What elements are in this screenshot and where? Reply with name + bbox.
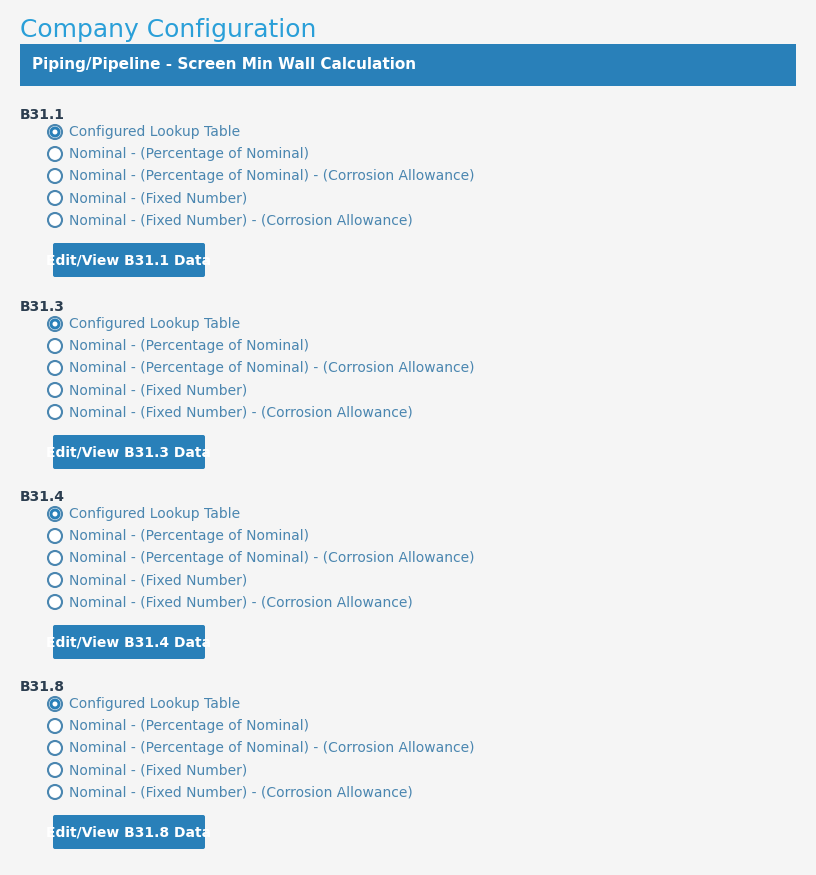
Circle shape	[48, 595, 62, 609]
Text: Nominal - (Fixed Number): Nominal - (Fixed Number)	[69, 763, 247, 777]
Text: Nominal - (Percentage of Nominal) - (Corrosion Allowance): Nominal - (Percentage of Nominal) - (Cor…	[69, 551, 474, 565]
Circle shape	[48, 405, 62, 419]
Text: Nominal - (Fixed Number) - (Corrosion Allowance): Nominal - (Fixed Number) - (Corrosion Al…	[69, 595, 413, 609]
Text: Configured Lookup Table: Configured Lookup Table	[69, 125, 240, 139]
Circle shape	[48, 383, 62, 397]
Circle shape	[50, 127, 60, 137]
Text: Piping/Pipeline - Screen Min Wall Calculation: Piping/Pipeline - Screen Min Wall Calcul…	[32, 58, 416, 73]
Circle shape	[52, 130, 57, 135]
Text: B31.1: B31.1	[20, 108, 65, 122]
Circle shape	[48, 763, 62, 777]
Circle shape	[48, 551, 62, 565]
Circle shape	[48, 697, 62, 711]
Circle shape	[48, 785, 62, 799]
Text: Nominal - (Fixed Number): Nominal - (Fixed Number)	[69, 573, 247, 587]
Circle shape	[48, 573, 62, 587]
Circle shape	[48, 361, 62, 375]
Text: B31.8: B31.8	[20, 680, 65, 694]
Text: Nominal - (Fixed Number) - (Corrosion Allowance): Nominal - (Fixed Number) - (Corrosion Al…	[69, 785, 413, 799]
Text: Nominal - (Percentage of Nominal) - (Corrosion Allowance): Nominal - (Percentage of Nominal) - (Cor…	[69, 169, 474, 183]
FancyBboxPatch shape	[53, 243, 205, 277]
Text: Nominal - (Fixed Number) - (Corrosion Allowance): Nominal - (Fixed Number) - (Corrosion Al…	[69, 405, 413, 419]
Circle shape	[52, 702, 57, 706]
Circle shape	[48, 339, 62, 353]
Text: B31.3: B31.3	[20, 300, 65, 314]
Text: Nominal - (Percentage of Nominal): Nominal - (Percentage of Nominal)	[69, 147, 309, 161]
Text: Nominal - (Percentage of Nominal) - (Corrosion Allowance): Nominal - (Percentage of Nominal) - (Cor…	[69, 741, 474, 755]
Circle shape	[48, 191, 62, 205]
Circle shape	[52, 512, 57, 516]
Text: Nominal - (Percentage of Nominal): Nominal - (Percentage of Nominal)	[69, 339, 309, 353]
Circle shape	[50, 508, 60, 520]
Circle shape	[48, 507, 62, 521]
Circle shape	[48, 125, 62, 139]
Text: Edit/View B31.8 Data: Edit/View B31.8 Data	[47, 825, 211, 839]
Circle shape	[50, 698, 60, 710]
Circle shape	[48, 741, 62, 755]
Text: B31.4: B31.4	[20, 490, 65, 504]
Text: Company Configuration: Company Configuration	[20, 18, 317, 42]
Circle shape	[48, 719, 62, 733]
Text: Edit/View B31.1 Data: Edit/View B31.1 Data	[47, 253, 211, 267]
Text: Edit/View B31.4 Data: Edit/View B31.4 Data	[47, 635, 211, 649]
Circle shape	[48, 169, 62, 183]
Circle shape	[52, 321, 57, 326]
FancyBboxPatch shape	[20, 44, 796, 86]
Text: Nominal - (Fixed Number) - (Corrosion Allowance): Nominal - (Fixed Number) - (Corrosion Al…	[69, 213, 413, 227]
FancyBboxPatch shape	[53, 815, 205, 849]
Text: Edit/View B31.3 Data: Edit/View B31.3 Data	[47, 445, 211, 459]
FancyBboxPatch shape	[53, 625, 205, 659]
Text: Configured Lookup Table: Configured Lookup Table	[69, 697, 240, 711]
Circle shape	[48, 529, 62, 543]
Circle shape	[48, 317, 62, 331]
Text: Configured Lookup Table: Configured Lookup Table	[69, 317, 240, 331]
Circle shape	[48, 213, 62, 227]
Circle shape	[50, 318, 60, 330]
Text: Nominal - (Fixed Number): Nominal - (Fixed Number)	[69, 191, 247, 205]
Text: Nominal - (Percentage of Nominal): Nominal - (Percentage of Nominal)	[69, 529, 309, 543]
Text: Configured Lookup Table: Configured Lookup Table	[69, 507, 240, 521]
FancyBboxPatch shape	[53, 435, 205, 469]
Circle shape	[48, 147, 62, 161]
Text: Nominal - (Fixed Number): Nominal - (Fixed Number)	[69, 383, 247, 397]
Text: Nominal - (Percentage of Nominal) - (Corrosion Allowance): Nominal - (Percentage of Nominal) - (Cor…	[69, 361, 474, 375]
Text: Nominal - (Percentage of Nominal): Nominal - (Percentage of Nominal)	[69, 719, 309, 733]
